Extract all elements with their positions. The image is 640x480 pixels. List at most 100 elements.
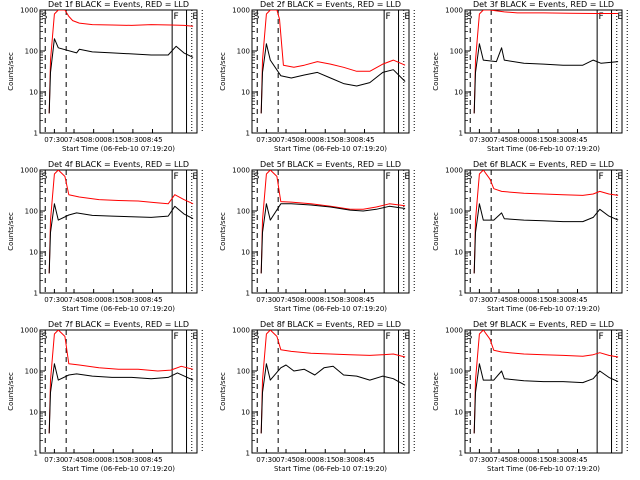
panel-1-ytick-label: 1 — [34, 130, 38, 138]
panel-8-xtick-label: 08:30 — [335, 456, 355, 464]
panel-2-lld-series-red — [260, 10, 406, 114]
panel-3-frame — [464, 9, 623, 134]
panel-6-marker-e: E — [617, 172, 623, 182]
panel-2-xtick-label: 08:15 — [315, 136, 335, 144]
panel-9-xtick-label: 07:30 — [469, 456, 489, 464]
panel-6-marker-f: F — [598, 172, 603, 182]
panel-5-marker-s: S — [254, 172, 260, 182]
panel-4-xtick-label: 08:45 — [142, 296, 162, 304]
panel-3-marker-e: E — [617, 12, 623, 22]
panel-4-lld-series-red — [48, 170, 194, 274]
panel-3-marker-s: S — [467, 12, 473, 22]
panel-5-marker-e: E — [404, 172, 410, 182]
panel-1-lld-series-red — [48, 10, 194, 114]
panel-7-ytick-label: 100 — [25, 368, 38, 376]
panel-9-ylabel: Counts/sec — [432, 372, 440, 411]
panel-8-events-series-black — [260, 363, 406, 434]
panel-5-ytick-label: 10 — [241, 249, 250, 257]
panel-8-marker-f: F — [385, 332, 390, 342]
panel-5-xtick-label: 08:00 — [296, 296, 316, 304]
panel-3-title: Det 3f BLACK = Events, RED = LLD — [473, 0, 614, 9]
panel-4-xtick-label: 07:30 — [44, 296, 64, 304]
panel-4-xtick-label: 07:45 — [64, 296, 84, 304]
panel-7-ytick-label: 10 — [29, 409, 38, 417]
panel-9-ytick-label: 1 — [459, 450, 463, 458]
panel-2-ylabel: Counts/sec — [219, 52, 227, 91]
panel-3-events-series-black — [473, 43, 619, 114]
panel-6-xtick-label: 08:00 — [509, 296, 529, 304]
panel-8-xlabel: Start Time (06-Feb-10 07:19:20) — [274, 465, 387, 473]
panel-5-xtick-label: 08:30 — [335, 296, 355, 304]
panel-1-marker-s: S — [42, 12, 48, 22]
panel-9-events-series-black — [473, 363, 619, 434]
panel-4-xtick-label: 08:30 — [123, 296, 143, 304]
panel-4-xlabel: Start Time (06-Feb-10 07:19:20) — [62, 305, 175, 313]
panel-7-title: Det 7f BLACK = Events, RED = LLD — [48, 320, 189, 329]
panel-1-ytick-label: 100 — [25, 48, 38, 56]
panel-1-marker-e: E — [192, 12, 198, 22]
panel-8-marker-e: E — [404, 332, 410, 342]
panel-9-ytick-label: 1000 — [445, 327, 463, 335]
panel-8-lld-series-red — [260, 330, 406, 434]
panel-7-xtick-label: 08:00 — [84, 456, 104, 464]
panel-8-ytick-label: 10 — [241, 409, 250, 417]
panel-2-marker-s: S — [254, 12, 260, 22]
panel-7-xtick-label: 08:45 — [142, 456, 162, 464]
panel-1-xtick-label: 08:15 — [103, 136, 123, 144]
panel-6-ylabel: Counts/sec — [432, 212, 440, 251]
panel-6-title: Det 6f BLACK = Events, RED = LLD — [473, 160, 614, 169]
panel-3-xlabel: Start Time (06-Feb-10 07:19:20) — [487, 145, 600, 153]
panel-3-xtick-label: 07:30 — [469, 136, 489, 144]
panel-8-title: Det 8f BLACK = Events, RED = LLD — [260, 320, 401, 329]
panel-9-ytick-label: 10 — [454, 409, 463, 417]
panel-7-events-series-black — [48, 363, 194, 434]
panel-9-xtick-label: 07:45 — [489, 456, 509, 464]
panel-1-ytick-label: 10 — [29, 89, 38, 97]
panel-4-marker-f: F — [173, 172, 178, 182]
panel-6-frame — [464, 169, 623, 294]
panel-1-xtick-label: 07:30 — [44, 136, 64, 144]
panel-4-events-series-black — [48, 203, 194, 274]
panel-8-xtick-label: 08:15 — [315, 456, 335, 464]
panel-8-frame — [251, 329, 410, 454]
panel-1-events-series-black — [48, 38, 194, 114]
panel-3-marker-f: F — [598, 12, 603, 22]
panel-9-title: Det 9f BLACK = Events, RED = LLD — [473, 320, 614, 329]
panel-1-xlabel: Start Time (06-Feb-10 07:19:20) — [62, 145, 175, 153]
panel-3-ytick-label: 10 — [454, 89, 463, 97]
panel-3-xtick-label: 08:30 — [548, 136, 568, 144]
panel-4-ytick-label: 100 — [25, 208, 38, 216]
panel-9-marker-s: S — [467, 332, 473, 342]
panel-5-xtick-label: 08:15 — [315, 296, 335, 304]
panel-6-xtick-label: 07:45 — [489, 296, 509, 304]
panel-9-xtick-label: 08:45 — [567, 456, 587, 464]
panel-4-frame — [39, 169, 198, 294]
panel-2-frame — [251, 9, 410, 134]
panel-5-title: Det 5f BLACK = Events, RED = LLD — [260, 160, 401, 169]
panel-3-xtick-label: 08:00 — [509, 136, 529, 144]
panel-2-ytick-label: 100 — [237, 48, 250, 56]
panel-3-xtick-label: 08:45 — [567, 136, 587, 144]
panel-7-frame — [39, 329, 198, 454]
panel-2-xtick-label: 08:45 — [354, 136, 374, 144]
panel-2-ytick-label: 1 — [246, 130, 250, 138]
panel-1-xtick-label: 08:45 — [142, 136, 162, 144]
panel-5-xtick-label: 07:30 — [256, 296, 276, 304]
panel-4-xtick-label: 08:00 — [84, 296, 104, 304]
panel-6-ytick-label: 10 — [454, 249, 463, 257]
panel-2-ytick-label: 1000 — [232, 7, 250, 15]
panel-2-xtick-label: 08:00 — [296, 136, 316, 144]
panel-9-xtick-label: 08:15 — [528, 456, 548, 464]
panel-3-xtick-label: 07:45 — [489, 136, 509, 144]
panel-2-title: Det 2f BLACK = Events, RED = LLD — [260, 0, 401, 9]
panel-5-lld-series-red — [260, 170, 406, 274]
panel-2-xtick-label: 07:30 — [256, 136, 276, 144]
panel-6-xtick-label: 08:30 — [548, 296, 568, 304]
panel-5-marker-f: F — [385, 172, 390, 182]
panel-8-xtick-label: 07:45 — [276, 456, 296, 464]
panel-4-title: Det 4f BLACK = Events, RED = LLD — [48, 160, 189, 169]
panel-7-xlabel: Start Time (06-Feb-10 07:19:20) — [62, 465, 175, 473]
panel-4-marker-e: E — [192, 172, 198, 182]
panel-5-ytick-label: 1000 — [232, 167, 250, 175]
